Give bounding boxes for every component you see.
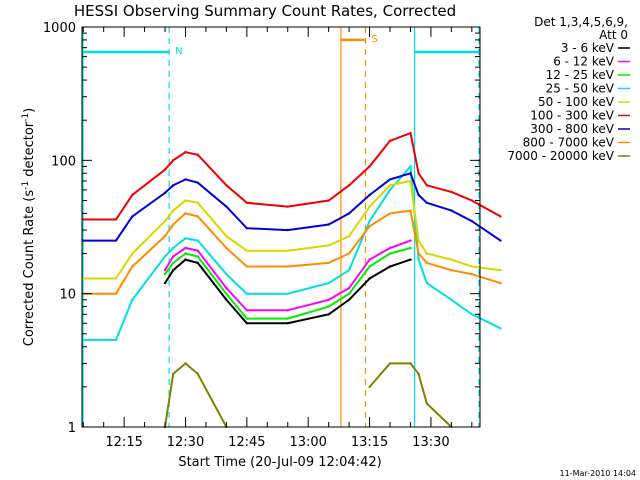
legend-label: 800 - 7000 keV [523, 136, 615, 150]
series-line [83, 163, 501, 341]
series-line [83, 209, 501, 295]
x-tick-label: 13:00 [289, 435, 326, 450]
y-axis: 1 10 100 1000 [43, 21, 480, 436]
series-line [83, 179, 501, 280]
series-line [83, 131, 501, 221]
chart-title: HESSI Observing Summary Count Rates, Cor… [74, 2, 456, 20]
series-line [164, 239, 411, 312]
x-tick-label: 13:30 [412, 435, 449, 450]
legend-label: 25 - 50 keV [546, 82, 615, 96]
series-line [164, 247, 411, 320]
y-tick-label: 10 [59, 288, 76, 303]
y-axis-label: Corrected Count Rate (s-1 detector-1) [21, 108, 37, 346]
legend-title-line-2: Att 0 [599, 28, 628, 42]
y-axis-label-main: Corrected Count Rate (s [22, 190, 37, 347]
y-tick-label: 1000 [43, 21, 76, 36]
legend-title-line-1: Det 1,3,4,5,6,9, [534, 15, 628, 29]
legend-label: 3 - 6 keV [561, 41, 615, 55]
y-tick-label: 1 [68, 421, 76, 436]
flag-label: S [371, 34, 377, 45]
footer-timestamp: 11-Mar-2010 14:04 [560, 469, 637, 478]
legend-label: 300 - 800 keV [530, 122, 614, 136]
series-line [83, 172, 502, 242]
x-tick-label: 12:45 [228, 435, 265, 450]
legend-label: 100 - 300 keV [530, 109, 614, 123]
flag-label: N [175, 46, 182, 57]
plot-series [82, 131, 502, 429]
y-axis-label-mid: detector [22, 121, 37, 181]
legend-label: 7000 - 20000 keV [507, 149, 614, 163]
legend-label: 12 - 25 keV [546, 68, 615, 82]
x-tick-label: 12:15 [105, 435, 142, 450]
legend-title: Det 1,3,4,5,6,9, Att 0 [534, 15, 628, 42]
x-tick-label: 13:15 [351, 435, 388, 450]
series-line [164, 362, 228, 428]
legend-label: 6 - 12 keV [553, 55, 615, 69]
legend-label: 50 - 100 keV [538, 95, 615, 109]
y-axis-label-sup-1: -1 [21, 181, 31, 190]
y-axis-label-end: ) [22, 108, 37, 113]
series-line [164, 258, 411, 325]
x-tick-label: 12:30 [167, 435, 204, 450]
x-axis: 12:15 12:30 12:45 13:00 13:15 13:30 [82, 27, 473, 450]
plot-frame [81, 26, 481, 428]
y-axis-label-sup-2: -1 [21, 113, 31, 122]
y-tick-label: 100 [51, 154, 76, 169]
x-axis-label: Start Time (20-Jul-09 12:04:42) [178, 455, 381, 470]
series-line [368, 362, 453, 428]
